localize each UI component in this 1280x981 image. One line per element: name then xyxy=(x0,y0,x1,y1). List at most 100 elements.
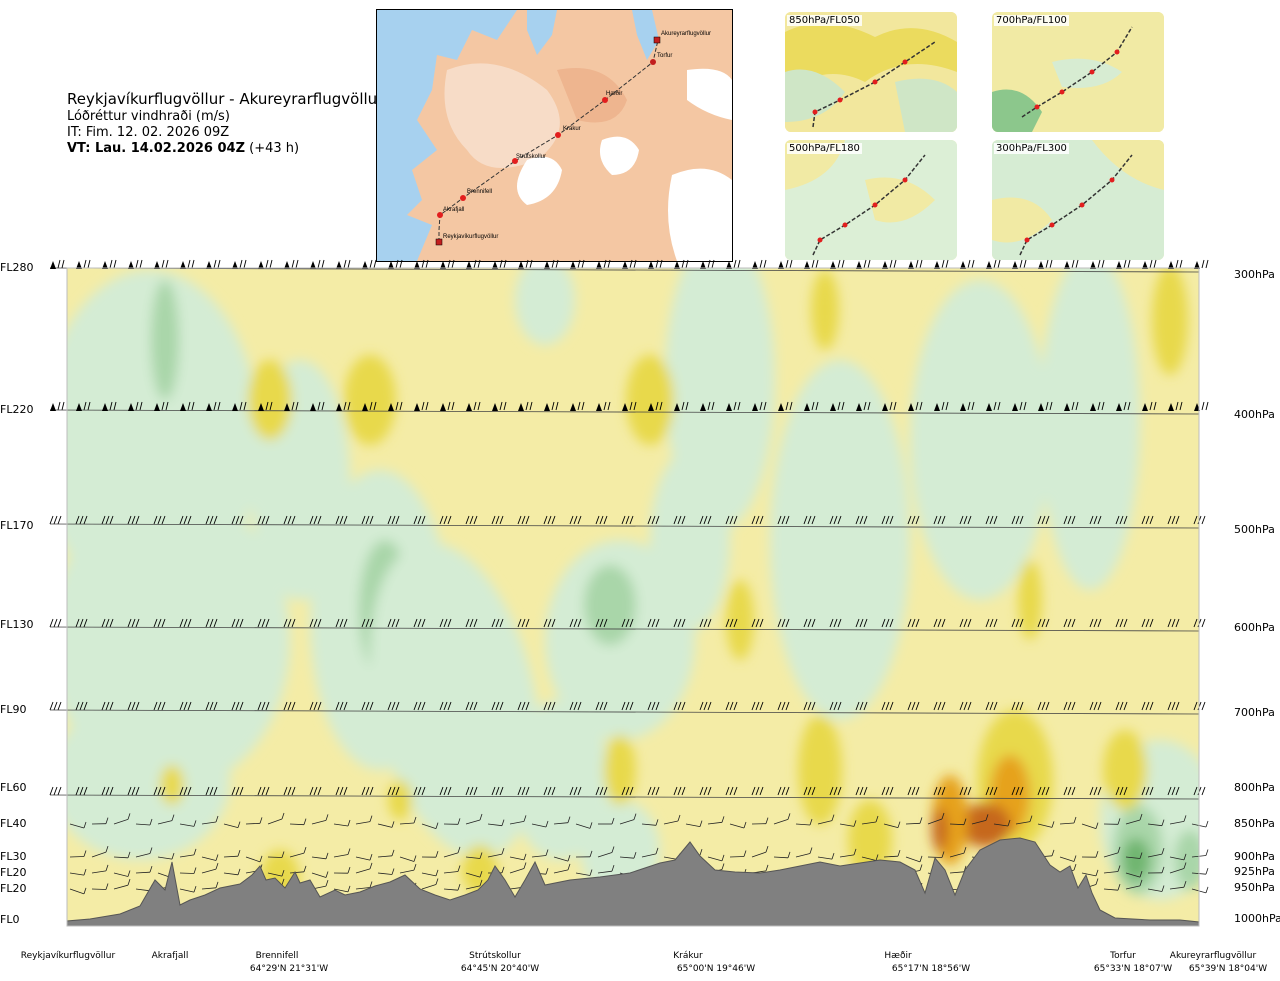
wind-barb-feather xyxy=(855,618,860,628)
wind-barb-feather xyxy=(589,869,593,876)
map-label-haedir: Hæðir xyxy=(606,90,622,97)
wind-barb-feather xyxy=(149,866,153,873)
wind-barb-pennant xyxy=(1116,261,1122,269)
wind-barb-feather xyxy=(959,618,964,628)
wind-barb-feather xyxy=(853,820,857,827)
wind-barb-feather xyxy=(239,786,244,796)
wind-barb-feather xyxy=(567,882,571,889)
wind-barb-feather xyxy=(1119,786,1124,796)
wind-barb-pennant xyxy=(752,403,758,411)
wind-barb-feather xyxy=(1095,869,1099,876)
wind-barb-feather xyxy=(49,515,54,525)
wind-barb-pennant xyxy=(1194,403,1200,411)
wind-barb-feather xyxy=(889,515,894,525)
wind-barb-feather xyxy=(915,259,919,269)
wind-barb-feather xyxy=(1067,515,1072,525)
wind-barb-feather xyxy=(677,618,682,628)
wind-barb-feather xyxy=(707,401,711,411)
wind-barb-feather xyxy=(919,855,923,862)
wind-barb-feather xyxy=(491,515,496,525)
wind-barb-feather xyxy=(967,701,972,711)
wind-barb-feather xyxy=(501,866,505,873)
wind-barb-shaft xyxy=(971,819,987,825)
mini-map-500-label: 500hPa/FL180 xyxy=(787,143,862,154)
wind-barb-shaft xyxy=(553,822,569,825)
wind-barb-feather xyxy=(755,618,760,628)
wind-barb-feather xyxy=(703,515,708,525)
wind-barb-feather xyxy=(907,515,912,525)
wind-barb-feather xyxy=(545,849,549,856)
wind-barb-feather xyxy=(183,701,188,711)
wind-barb-feather xyxy=(387,786,392,796)
wind-barb-feather xyxy=(937,786,942,796)
wind-barb-feather xyxy=(933,786,938,796)
wind-barb-feather xyxy=(811,618,816,628)
wind-barb-feather xyxy=(1193,701,1198,711)
wind-barb-feather xyxy=(833,786,838,796)
wind-barb-feather xyxy=(941,618,946,628)
wind-barb-feather xyxy=(567,816,571,823)
wind-barb-feather xyxy=(633,870,637,877)
wind-barb-shaft xyxy=(531,823,547,828)
wind-barb-shaft xyxy=(1037,888,1053,894)
wind-barb-feather xyxy=(1019,618,1024,628)
pressure-level-label: 850hPa xyxy=(1234,817,1275,830)
wind-barb-feather xyxy=(421,618,426,628)
wind-barb-feather xyxy=(941,259,945,269)
wind-barb-feather xyxy=(317,618,322,628)
wind-barb-feather xyxy=(1145,701,1150,711)
wind-barb-feather xyxy=(945,259,949,269)
pressure-level-label: 925hPa xyxy=(1234,865,1275,878)
wind-barb-feather xyxy=(547,786,552,796)
wind-barb-feather xyxy=(941,401,945,411)
pressure-level-label: 1000hPa xyxy=(1234,912,1280,925)
wind-barb-feather xyxy=(1201,259,1205,269)
wind-barb-feather xyxy=(763,401,767,411)
wind-barb-feather xyxy=(1175,259,1179,269)
wind-barb-shaft xyxy=(1081,823,1097,830)
variable-subtitle: Lóðréttur vindhraði (m/s) xyxy=(67,109,230,124)
wind-barb-feather xyxy=(439,701,444,711)
wind-barb-pennant xyxy=(830,261,836,269)
wind-barb-shaft xyxy=(817,856,833,860)
wind-barb-feather xyxy=(603,618,608,628)
wind-barb-feather xyxy=(313,618,318,628)
wind-barb-shaft xyxy=(1147,853,1163,858)
wind-barb-feather xyxy=(421,701,426,711)
wind-barb-feather xyxy=(447,786,452,796)
wind-barb-shaft xyxy=(817,820,833,825)
wind-barb-feather xyxy=(959,701,964,711)
wind-barb-feather xyxy=(157,701,162,711)
field-contour-region xyxy=(977,710,1053,850)
wind-barb-pennant xyxy=(310,261,316,269)
wind-barb-feather xyxy=(523,853,527,860)
wind-barb-pennant xyxy=(986,261,992,269)
wind-barb-feather xyxy=(83,786,88,796)
wind-barb-shaft xyxy=(487,823,503,827)
wind-barb-feather xyxy=(765,864,769,871)
wind-barb-shaft xyxy=(399,856,415,862)
wind-barb-feather xyxy=(551,701,556,711)
wind-barb-feather xyxy=(543,515,548,525)
wind-barb-feather xyxy=(751,701,756,711)
wind-barb-feather xyxy=(457,884,461,891)
wind-barb-feather xyxy=(595,515,600,525)
wind-barb-feather xyxy=(603,786,608,796)
wind-barb-feather xyxy=(57,618,62,628)
wind-barb-feather xyxy=(853,886,857,893)
wind-barb-feather xyxy=(1167,515,1172,525)
wind-barb-feather xyxy=(673,618,678,628)
location-name-label: Hæðir xyxy=(884,951,912,961)
wind-barb-feather xyxy=(495,618,500,628)
wind-barb-feather xyxy=(1139,852,1143,859)
wind-barb-shaft xyxy=(685,823,701,828)
wind-barb-pennant xyxy=(908,261,914,269)
wind-barb-feather xyxy=(339,701,344,711)
wind-barb-pennant xyxy=(414,403,420,411)
wind-barb-feather xyxy=(127,813,131,820)
wind-barb-feather xyxy=(205,786,210,796)
wind-barb-feather xyxy=(919,864,923,871)
wind-barb-feather xyxy=(101,786,106,796)
wind-barb-feather xyxy=(855,515,860,525)
wind-barb-feather xyxy=(811,515,816,525)
